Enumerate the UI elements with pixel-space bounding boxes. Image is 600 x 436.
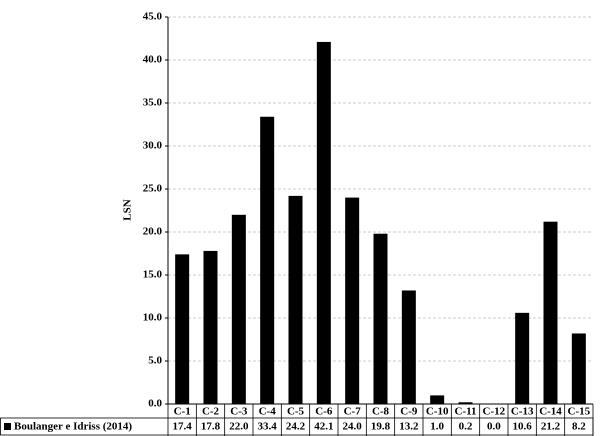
bar [458,402,473,404]
table-value: 0.0 [487,421,501,433]
x-tick-label: C-6 [315,406,333,418]
table-value: 33.4 [258,421,278,433]
table-value: 17.8 [201,421,221,433]
x-tick-label: C-15 [568,406,591,418]
bar [231,214,246,404]
bar [203,250,218,404]
x-tick-label: C-8 [372,406,390,418]
bar [175,254,190,404]
y-tick-label: 40.0 [143,54,163,66]
table-value: 1.0 [430,421,444,433]
x-tick-label: C-11 [455,406,477,418]
x-tick-label: C-3 [230,406,248,418]
table-value: 22.0 [229,421,249,433]
table-value: 17.4 [173,421,193,433]
legend-label: Boulanger e Idriss (2014) [14,421,132,433]
table-value: 8.2 [572,421,586,433]
bar [345,197,360,404]
y-tick-label: 25.0 [143,183,163,195]
y-tick-label: 30.0 [143,140,163,152]
table-value: 0.2 [459,421,473,433]
bar [260,116,275,404]
x-tick-label: C-9 [400,406,418,418]
table-value: 19.8 [371,421,391,433]
y-tick-label: 10.0 [143,312,163,324]
y-tick-label: 5.0 [148,355,162,367]
y-tick-label: 15.0 [143,269,163,281]
x-tick-label: C-7 [344,406,362,418]
legend-swatch [4,423,11,430]
x-tick-label: C-10 [426,406,449,418]
y-tick-label: 35.0 [143,97,163,109]
bar [571,333,586,404]
y-tick-label: 45.0 [143,11,163,23]
x-tick-label: C-12 [483,406,506,418]
table-value: 24.2 [286,421,306,433]
y-tick-label: 20.0 [143,226,163,238]
x-tick-label: C-13 [511,406,534,418]
table-value: 13.2 [399,421,419,433]
x-tick-label: C-2 [202,406,220,418]
y-tick-label: 0.0 [148,398,162,410]
bar [543,221,558,404]
x-tick-label: C-5 [287,406,305,418]
table-value: 21.2 [541,421,561,433]
table-value: 42.1 [314,421,333,433]
table-value: 24.0 [343,421,363,433]
x-tick-label: C-14 [539,406,562,418]
y-axis-label: LSN [122,199,134,220]
bar [515,312,530,404]
table-value: 10.6 [513,421,533,433]
bar [373,233,388,404]
x-tick-label: C-4 [259,406,277,418]
bar [401,290,416,404]
bar [316,41,331,404]
bar [288,195,303,404]
x-tick-label: C-1 [174,406,191,418]
bar [430,395,445,404]
